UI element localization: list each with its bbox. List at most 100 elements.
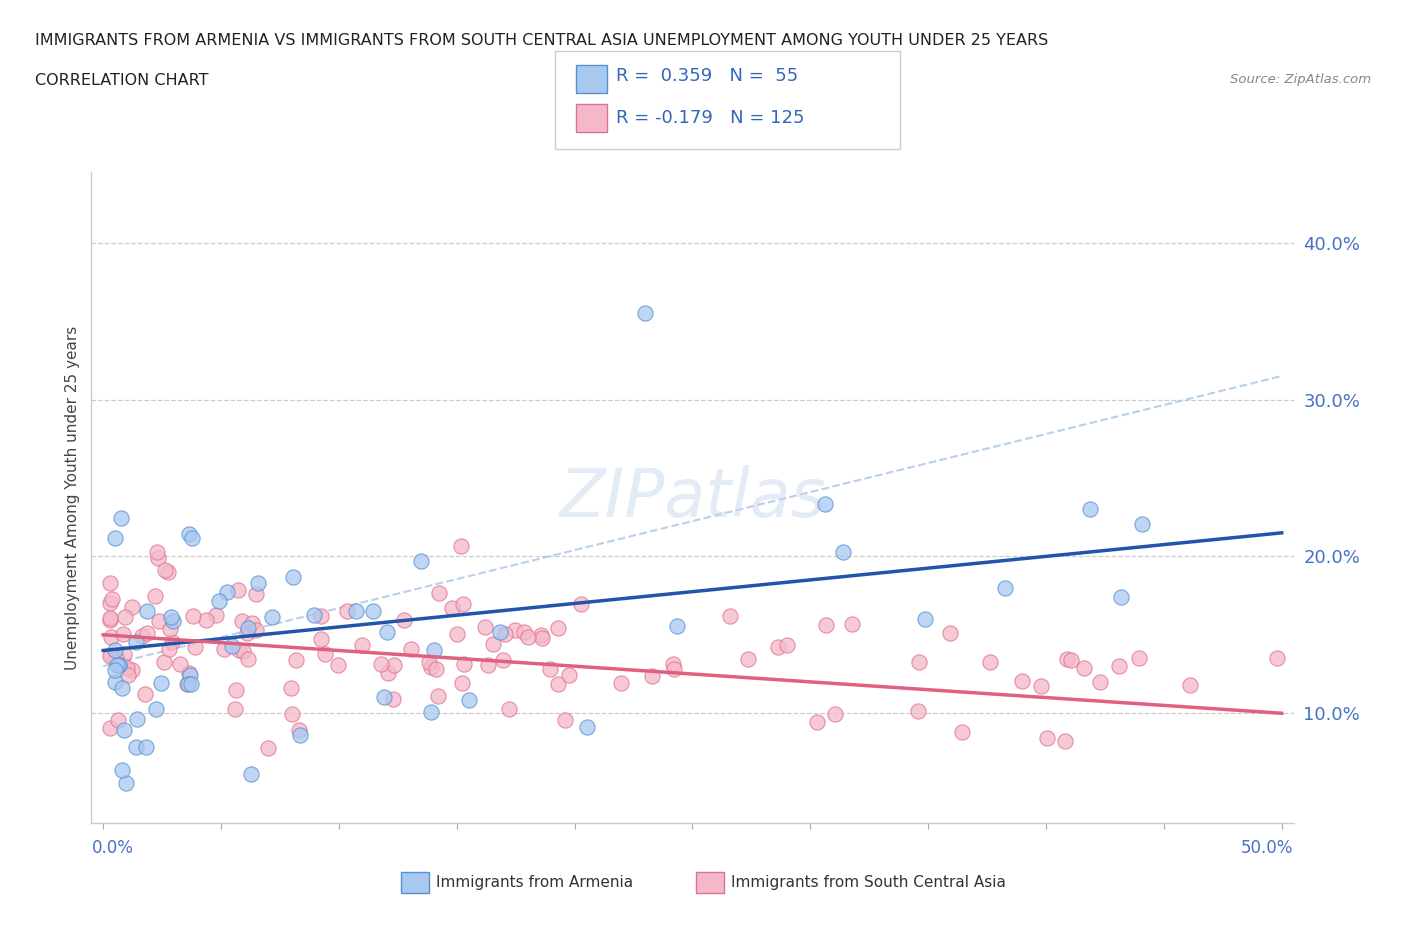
Point [1078,501,1101,516]
Point [169,657,191,671]
Point [1011,673,1033,688]
Point [576,719,599,734]
Point [1053,734,1076,749]
Point [662,657,685,671]
Point [98,595,121,610]
Point [440,601,463,616]
Point [775,638,797,653]
Point [156,565,179,580]
Point [418,655,440,670]
Point [474,619,496,634]
Point [98,576,121,591]
Point [446,627,468,642]
Point [1056,652,1078,667]
Point [111,763,134,777]
Point [226,583,249,598]
Point [352,637,374,652]
Point [148,613,170,628]
Point [425,661,447,676]
Point [718,608,741,623]
Point [143,588,166,603]
Point [304,607,326,622]
Point [609,676,631,691]
Point [429,585,451,600]
Text: IMMIGRANTS FROM ARMENIA VS IMMIGRANTS FROM SOUTH CENTRAL ASIA UNEMPLOYMENT AMONG: IMMIGRANTS FROM ARMENIA VS IMMIGRANTS FR… [35,33,1049,47]
Point [513,625,536,640]
Point [125,635,148,650]
Point [124,739,146,754]
Point [176,677,198,692]
Point [121,600,143,615]
Point [159,642,181,657]
Point [117,668,139,683]
Point [547,621,569,636]
Point [979,655,1001,670]
Point [1108,658,1130,673]
Point [221,638,243,653]
Point [1029,678,1052,693]
Point [814,618,837,632]
Point [427,689,450,704]
Point [225,683,247,698]
Point [177,677,200,692]
Point [538,661,561,676]
Point [288,723,311,737]
Point [112,647,135,662]
Text: 0.0%: 0.0% [91,839,134,857]
Point [238,620,260,635]
Point [136,626,159,641]
Point [238,652,260,667]
Point [450,675,472,690]
Point [228,643,250,658]
Point [247,576,270,591]
Point [110,511,132,525]
Point [381,691,404,706]
Point [517,630,540,644]
Point [1036,730,1059,745]
Point [1109,590,1132,604]
Point [108,658,131,673]
Point [336,604,359,618]
Y-axis label: Unemployment Among Youth under 25 years: Unemployment Among Youth under 25 years [65,326,80,670]
Point [153,654,176,669]
Point [806,715,828,730]
Point [766,640,789,655]
Point [98,721,121,736]
Point [530,631,553,645]
Point [100,647,122,662]
Point [105,651,128,666]
Text: Immigrants from Armenia: Immigrants from Armenia [436,875,633,890]
Point [309,608,332,623]
Point [98,611,121,626]
Point [179,668,201,683]
Text: Source: ZipAtlas.com: Source: ZipAtlas.com [1230,73,1371,86]
Point [375,624,398,639]
Point [419,704,441,719]
Point [530,628,553,643]
Point [177,665,200,680]
Point [194,612,217,627]
Point [135,739,157,754]
Point [160,634,183,649]
Point [290,728,312,743]
Point [907,655,929,670]
Point [100,630,122,644]
Point [245,587,267,602]
Point [666,618,689,633]
Point [494,627,516,642]
Point [281,707,304,722]
Point [245,623,267,638]
Point [160,610,183,625]
Point [100,591,122,606]
Point [547,676,569,691]
Text: Immigrants from South Central Asia: Immigrants from South Central Asia [731,875,1007,890]
Point [737,652,759,667]
Point [179,527,201,542]
Point [114,610,136,625]
Point [145,702,167,717]
Text: R = -0.179   N = 125: R = -0.179 N = 125 [616,109,804,127]
Point [111,658,134,672]
Point [104,674,127,689]
Point [409,553,432,568]
Point [98,613,121,628]
